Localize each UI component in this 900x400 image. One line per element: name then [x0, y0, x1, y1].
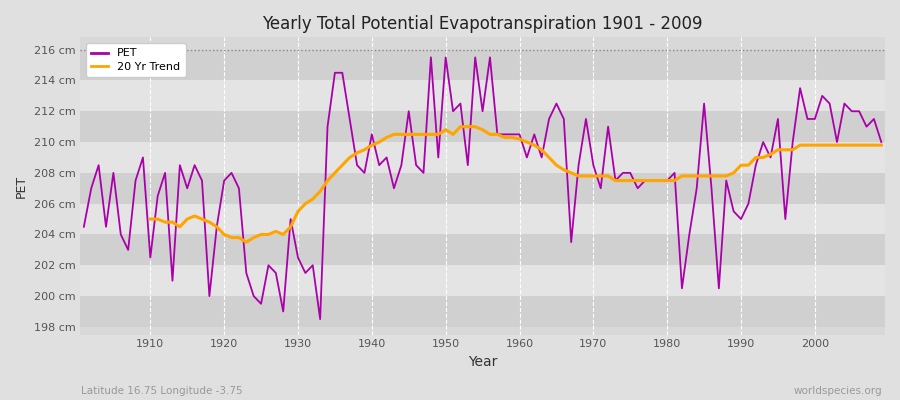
Text: Latitude 16.75 Longitude -3.75: Latitude 16.75 Longitude -3.75 [81, 386, 243, 396]
Bar [80, 173, 885, 204]
Bar [80, 296, 885, 327]
Bar [80, 80, 885, 111]
Title: Yearly Total Potential Evapotranspiration 1901 - 2009: Yearly Total Potential Evapotranspiratio… [262, 15, 703, 33]
Text: worldspecies.org: worldspecies.org [794, 386, 882, 396]
Bar [80, 111, 885, 142]
Bar [80, 50, 885, 80]
Legend: PET, 20 Yr Trend: PET, 20 Yr Trend [86, 43, 185, 77]
Bar [80, 204, 885, 234]
Bar [80, 142, 885, 173]
Bar [80, 265, 885, 296]
Bar [80, 234, 885, 265]
X-axis label: Year: Year [468, 355, 498, 369]
Y-axis label: PET: PET [15, 174, 28, 198]
